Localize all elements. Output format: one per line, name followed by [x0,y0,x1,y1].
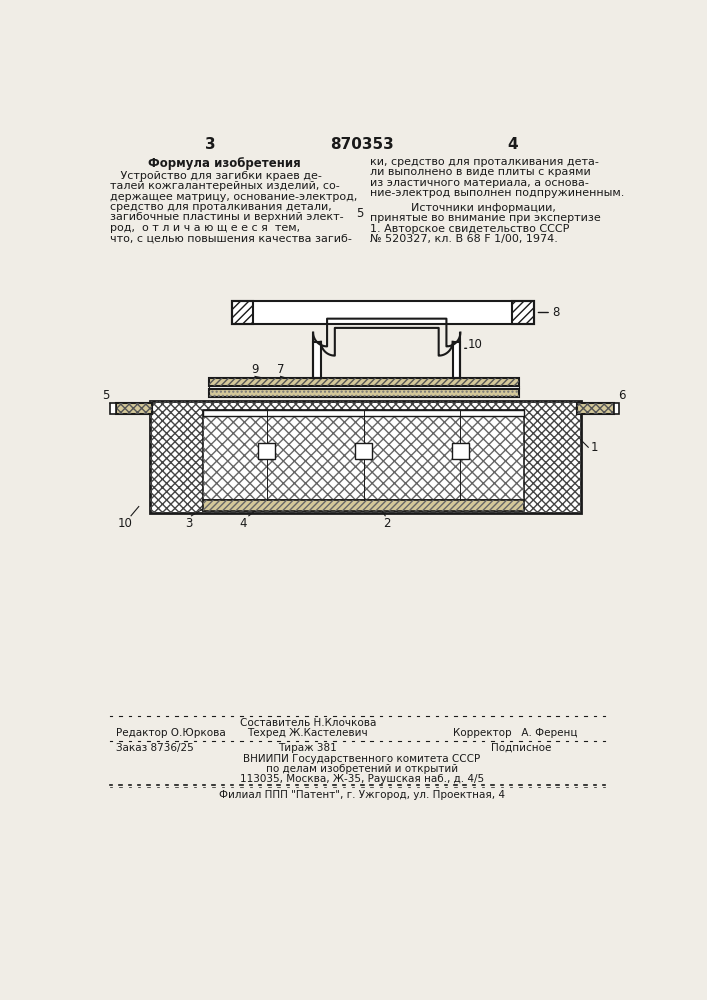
Text: 1: 1 [590,441,598,454]
Text: 4: 4 [508,137,518,152]
Text: 3: 3 [205,137,216,152]
Bar [110,403,115,414]
Text: 4: 4 [240,517,247,530]
Bar [232,301,253,324]
Bar [513,301,534,324]
Bar [115,403,152,414]
Text: Формула изобретения: Формула изобретения [148,157,300,170]
Text: 1. Авторское свидетельство СССР: 1. Авторское свидетельство СССР [370,224,569,234]
Text: 113035, Москва, Ж-35, Раушская наб., д. 4/5: 113035, Москва, Ж-35, Раушская наб., д. … [240,774,484,784]
Text: Корректор   А. Ференц: Корректор А. Ференц [452,728,577,738]
Bar [209,389,518,397]
Text: род,  о т л и ч а ю щ е е с я  тем,: род, о т л и ч а ю щ е е с я тем, [110,223,300,233]
Text: ли выполнено в виде плиты с краями: ли выполнено в виде плиты с краями [370,167,590,177]
Text: талей кожгалантерейных изделий, со-: талей кожгалантерейных изделий, со- [110,181,340,191]
Bar [452,342,460,378]
Text: Филиал ППП "Патент", г. Ужгород, ул. Проектная, 4: Филиал ППП "Патент", г. Ужгород, ул. Про… [219,790,505,800]
Bar [209,386,518,389]
Text: Заказ 8736/25: Заказ 8736/25 [115,743,193,753]
Text: № 520327, кл. В 68 F 1/00, 1974.: № 520327, кл. В 68 F 1/00, 1974. [370,234,558,244]
Text: 9: 9 [251,363,259,376]
Text: Подписное: Подписное [491,743,551,753]
Bar [313,342,321,378]
Text: из эластичного материала, а основа-: из эластичного материала, а основа- [370,178,588,188]
Text: 8: 8 [553,306,560,319]
Text: 3: 3 [185,517,193,530]
Text: 10: 10 [118,517,133,530]
Text: Составитель Н.Клочкова: Составитель Н.Клочкова [240,718,376,728]
Bar [203,410,524,500]
Text: 2: 2 [383,517,390,530]
Bar [577,403,614,414]
Bar [209,389,518,397]
Bar [203,500,524,511]
Bar [203,410,524,416]
Bar [115,403,152,414]
Bar [577,403,614,414]
Text: ки, средство для проталкивания дета-: ки, средство для проталкивания дета- [370,157,599,167]
Bar [151,401,580,513]
Text: по делам изобретений и открытий: по делам изобретений и открытий [266,764,458,774]
Bar [203,410,524,500]
Bar [355,443,372,459]
Text: принятые во внимание при экспертизе: принятые во внимание при экспертизе [370,213,600,223]
Text: Техред Ж.Кастелевич: Техред Ж.Кастелевич [247,728,368,738]
Text: загибочные пластины и верхний элект-: загибочные пластины и верхний элект- [110,212,344,222]
Bar [513,301,534,324]
Text: ние-электрод выполнен подпружиненным.: ние-электрод выполнен подпружиненным. [370,188,624,198]
Text: 5: 5 [102,389,109,402]
Text: 870353: 870353 [330,137,394,152]
Bar [232,301,534,324]
Text: 6: 6 [618,389,625,402]
Bar [151,401,580,513]
Text: 10: 10 [468,338,483,351]
Text: ВНИИПИ Государственного комитета СССР: ВНИИПИ Государственного комитета СССР [243,754,481,764]
Bar [452,443,469,459]
Text: 7: 7 [277,363,284,376]
Bar [203,500,524,511]
Text: Тираж 381: Тираж 381 [279,743,337,753]
Text: средство для проталкивания детали,: средство для проталкивания детали, [110,202,332,212]
Bar [209,378,518,386]
Text: 5: 5 [356,207,363,220]
Text: держащее матрицу, основание-электрод,: держащее матрицу, основание-электрод, [110,192,358,202]
Bar [232,301,253,324]
Text: Источники информации,: Источники информации, [411,203,556,213]
Text: что, с целью повышения качества загиб-: что, с целью повышения качества загиб- [110,233,352,243]
Text: Редактор О.Юркова: Редактор О.Юркова [115,728,226,738]
Text: Устройство для загибки краев де-: Устройство для загибки краев де- [110,171,322,181]
Bar [258,443,275,459]
Bar [614,403,619,414]
Bar [209,378,518,386]
